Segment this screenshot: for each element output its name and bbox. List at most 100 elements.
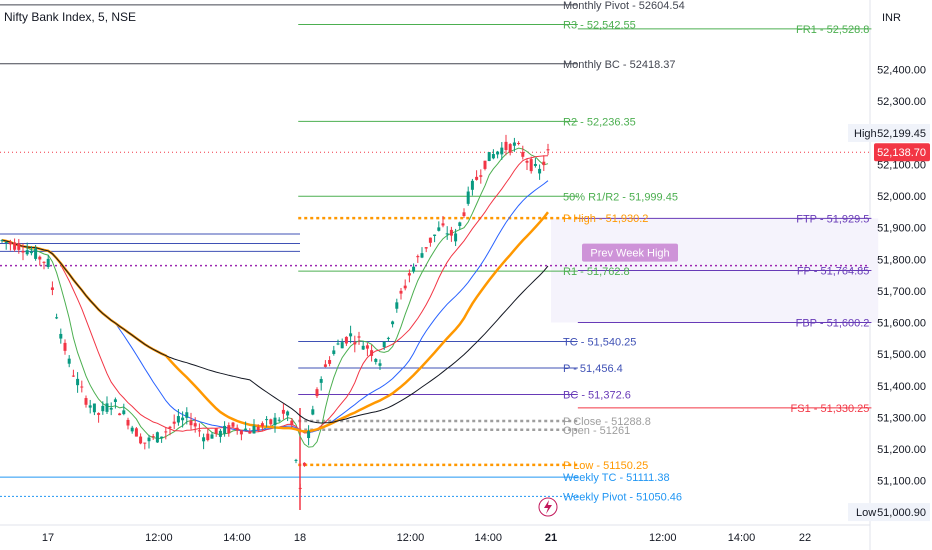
high-badge <box>848 124 930 143</box>
candle-body-45 <box>189 420 193 426</box>
candle-body-108 <box>454 233 458 242</box>
candle-body-101 <box>424 247 428 249</box>
low-value: 51,000.90 <box>877 507 926 519</box>
prev-week-high-badge <box>582 243 678 262</box>
price-tick-7: 51,700.00 <box>877 286 926 298</box>
level-label-16: FTP - 51,929.5 <box>796 213 869 225</box>
time-tick-7: 12:00 <box>649 532 677 544</box>
candle-body-61 <box>256 426 260 431</box>
candle-body-49 <box>206 433 210 441</box>
level-label-3: R2 - 52,236.35 <box>563 116 636 128</box>
candle-body-99 <box>416 256 420 258</box>
candle-body-37 <box>155 432 159 443</box>
candle-body-74 <box>311 409 315 415</box>
level-label-10: P Close - 51288.8 <box>563 416 651 428</box>
candle-body-8 <box>34 248 38 259</box>
moving-average-0 <box>1 147 549 448</box>
candle-body-58 <box>244 428 248 430</box>
time-tick-0: 17 <box>42 532 54 544</box>
candle-body-84 <box>353 342 357 345</box>
candle-body-48 <box>202 437 206 442</box>
candle-body-20 <box>84 398 88 405</box>
candle-body-55 <box>231 422 235 427</box>
candle-body-75 <box>315 389 319 397</box>
high-value: 52,199.45 <box>877 128 926 140</box>
candle-body-107 <box>449 229 453 236</box>
candle-body-33 <box>139 436 143 444</box>
moving-average-3 <box>1 211 549 433</box>
candle-body-89 <box>374 359 378 362</box>
candle-body-111 <box>466 191 470 204</box>
candle-body-26 <box>109 407 113 410</box>
price-tick-8: 51,600.00 <box>877 318 926 330</box>
level-label-12: P Low - 51150.25 <box>563 460 648 472</box>
level-label-18: FBP - 51,600.2 <box>796 318 870 330</box>
candle-body-128 <box>538 168 542 174</box>
candle-body-103 <box>433 234 437 236</box>
candle-body-72 <box>302 462 306 466</box>
symbol-title[interactable]: Nifty Bank Index, 5, NSE <box>4 10 137 24</box>
flash-glyph-icon <box>544 500 552 514</box>
candle-body-106 <box>445 233 449 235</box>
candle-body-44 <box>185 412 189 418</box>
candle-body-29 <box>122 410 126 415</box>
level-labels: Monthly Pivot - 52604.54 R3 - 52,542.55 Mo… <box>538 0 870 517</box>
candle-body-98 <box>412 266 416 272</box>
price-tick-5: 51,900.00 <box>877 223 926 235</box>
candle-body-68 <box>286 411 290 416</box>
time-axis[interactable]: 17 12:00 14:00 18 12:00 14:00 21 12:00 14:00 22 <box>42 532 811 544</box>
level-label-0: Monthly Pivot - 52604.54 <box>563 0 685 12</box>
candle-body-6 <box>25 250 29 255</box>
candle-body-56 <box>235 427 239 431</box>
level-label-11: Open - 51261 <box>563 425 630 437</box>
candle-body-59 <box>248 431 252 434</box>
candle-body-13 <box>55 317 59 319</box>
candle-body-50 <box>210 434 214 439</box>
candle-body-122 <box>512 142 516 146</box>
time-tick-4: 12:00 <box>397 532 425 544</box>
candle-body-80 <box>336 343 340 345</box>
high-label: High <box>854 128 877 140</box>
candle-body-82 <box>344 336 348 344</box>
candle-body-51 <box>214 428 218 434</box>
candle-body-123 <box>517 143 521 145</box>
candle-body-109 <box>458 222 462 226</box>
current-price-badge <box>874 143 930 162</box>
time-tick-6: 21 <box>545 532 557 544</box>
candle-body-35 <box>147 437 151 442</box>
time-tick-2: 14:00 <box>223 532 251 544</box>
candle-body-100 <box>420 253 424 258</box>
candle-body-119 <box>500 147 504 155</box>
level-label-5: P High - 51,930.2 <box>563 213 648 225</box>
price-tick-12: 51,200.00 <box>877 444 926 456</box>
moving-average-4 <box>1 239 549 424</box>
candle-body-25 <box>105 403 109 412</box>
level-label-17: FP - 51,764.85 <box>797 265 870 277</box>
candle-body-43 <box>181 417 185 421</box>
candle-body-5 <box>21 250 25 253</box>
price-tick-10: 51,400.00 <box>877 381 926 393</box>
price-tick-4: 52,000.00 <box>877 191 926 203</box>
price-tick-0: 52,400.00 <box>877 65 926 77</box>
level-label-15: FR1 - 52,528.8 <box>796 24 869 36</box>
candle-body-23 <box>97 413 101 415</box>
candle-body-42 <box>176 416 180 423</box>
candle-body-27 <box>113 399 117 402</box>
candle-body-9 <box>38 256 42 260</box>
candle-body-79 <box>332 350 336 354</box>
level-label-1: R3 - 52,542.55 <box>563 19 636 31</box>
current-price-value: 52,138.70 <box>877 147 926 159</box>
candle-body-39 <box>164 431 168 433</box>
candle-body-118 <box>496 151 500 155</box>
candle-body-64 <box>269 419 273 425</box>
candle-body-113 <box>475 176 479 180</box>
currency-label[interactable]: INR <box>882 12 901 24</box>
level-label-13: Weekly TC - 51111.38 <box>563 472 670 484</box>
candle-body-78 <box>328 359 332 364</box>
candle-body-16 <box>67 358 71 364</box>
candle-body-127 <box>533 163 537 166</box>
candle-body-18 <box>76 378 80 386</box>
price-axis[interactable]: 52,400.0052,300.0052,200.0052,100.0052,0… <box>848 65 930 522</box>
candle-body-97 <box>407 273 411 276</box>
